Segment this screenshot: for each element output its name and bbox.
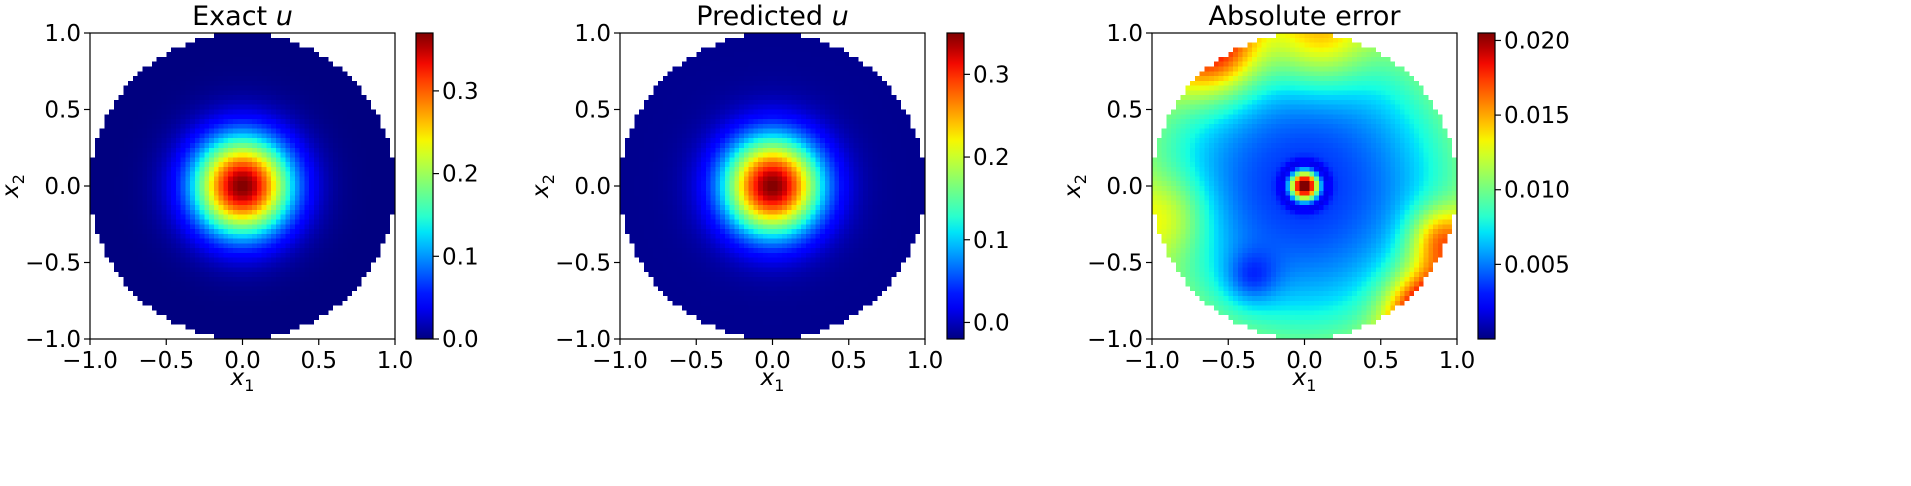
y-tick-label: 0.5 [44,98,81,124]
x-tick-label: −1.0 [1124,348,1180,374]
x-axis-label-sub: 1 [1306,376,1316,395]
colorbar-gradient [946,32,965,340]
colorbar-tick-label: 0.0 [442,327,479,353]
colorbar-tick-label: 0.020 [1504,28,1570,54]
heatmap-image [90,33,395,339]
y-axis-label-main: x [1060,184,1086,199]
x-tick-label: −1.0 [592,348,648,374]
x-axis-label: x1 [1292,365,1317,395]
y-tick-label: 0.0 [1106,174,1143,200]
colorbar-tick-label: 0.3 [442,79,479,105]
y-axis-label-sub: 2 [539,174,558,184]
x-tick-label: 0.0 [754,348,791,374]
colorbar-gradient [415,32,434,340]
chart-title-text: Absolute error [1209,1,1402,32]
y-tick-label: −0.5 [1087,251,1143,277]
colorbar-tick-label: 0.0 [973,310,1010,336]
x-axis-label-sub: 1 [774,376,784,395]
chart-title: Exact u [192,1,293,32]
x-tick-label: 1.0 [907,348,944,374]
x-axis-label-main: x [1292,365,1307,391]
colorbar: 0.0 0.1 0.2 0.3 [415,32,479,353]
x-axis-label-sub: 1 [244,376,254,395]
x-axis-label-main: x [760,365,775,391]
chart-title-variable: u [832,1,849,32]
colorbar-tick-label: 0.2 [973,145,1010,171]
y-axis-label-main: x [0,184,24,199]
chart-title: Absolute error [1209,1,1402,32]
chart-title-variable: u [276,1,293,32]
x-tick-label: −0.5 [668,348,724,374]
x-tick-label: 0.0 [1286,348,1323,374]
panel-3: −1.0 −0.5 0.0 0.5 1.0 −1.0 −0.5 0.0 0.5 1.0 Absolu… [1060,1,1570,395]
colorbar-gradient [1477,32,1496,340]
y-tick-label: −0.5 [555,251,611,277]
y-tick-label: −1.0 [1087,327,1143,353]
chart-title-text: Exact [192,1,276,32]
x-axis-label: x1 [230,365,255,395]
y-tick-label: 0.0 [574,174,611,200]
x-tick-label: 1.0 [377,348,414,374]
x-tick-label: −0.5 [138,348,194,374]
y-tick-label: −0.5 [25,251,81,277]
x-axis-label: x1 [760,365,785,395]
y-tick-label: 0.0 [44,174,81,200]
heatmap-image [620,33,925,339]
y-axis-label: x2 [1060,174,1090,199]
y-tick-label: 1.0 [574,21,611,47]
x-tick-label: −0.5 [1200,348,1256,374]
y-tick-label: 1.0 [44,21,81,47]
colorbar-tick-label: 0.3 [973,62,1010,88]
y-tick-label: −1.0 [555,327,611,353]
x-tick-label: 0.5 [830,348,867,374]
y-axis-label: x2 [528,174,558,199]
colorbar-tick-label: 0.1 [442,244,479,270]
x-tick-label: −1.0 [62,348,118,374]
colorbar: 0.005 0.010 0.015 0.020 [1477,28,1570,340]
y-axis-label-main: x [528,184,554,199]
y-axis-label-sub: 2 [9,174,28,184]
colorbar-tick-label: 0.005 [1504,252,1570,278]
colorbar-tick-label: 0.010 [1504,178,1570,204]
colorbar-tick-label: 0.015 [1504,103,1570,129]
x-tick-label: 0.5 [1362,348,1399,374]
panel-1: −1.0 −0.5 0.0 0.5 1.0 −1.0 −0.5 0.0 0.5 1.0 Exact … [0,1,479,395]
y-axis-label: x2 [0,174,28,199]
y-axis-label-sub: 2 [1071,174,1090,184]
chart-title-text: Predicted [696,1,831,32]
x-tick-label: 0.0 [224,348,261,374]
y-tick-label: 0.5 [574,98,611,124]
colorbar: 0.0 0.1 0.2 0.3 [946,32,1010,340]
colorbar-tick-label: 0.1 [973,228,1010,254]
x-tick-label: 0.5 [300,348,337,374]
chart-title: Predicted u [696,1,848,32]
panel-2: −1.0 −0.5 0.0 0.5 1.0 −1.0 −0.5 0.0 0.5 1.0 Predic… [528,1,1010,395]
heatmap-image [1152,33,1457,339]
y-tick-label: 0.5 [1106,98,1143,124]
y-tick-label: 1.0 [1106,21,1143,47]
colorbar-tick-label: 0.2 [442,162,479,188]
x-axis-label-main: x [230,365,245,391]
y-tick-label: −1.0 [25,327,81,353]
x-tick-label: 1.0 [1439,348,1476,374]
